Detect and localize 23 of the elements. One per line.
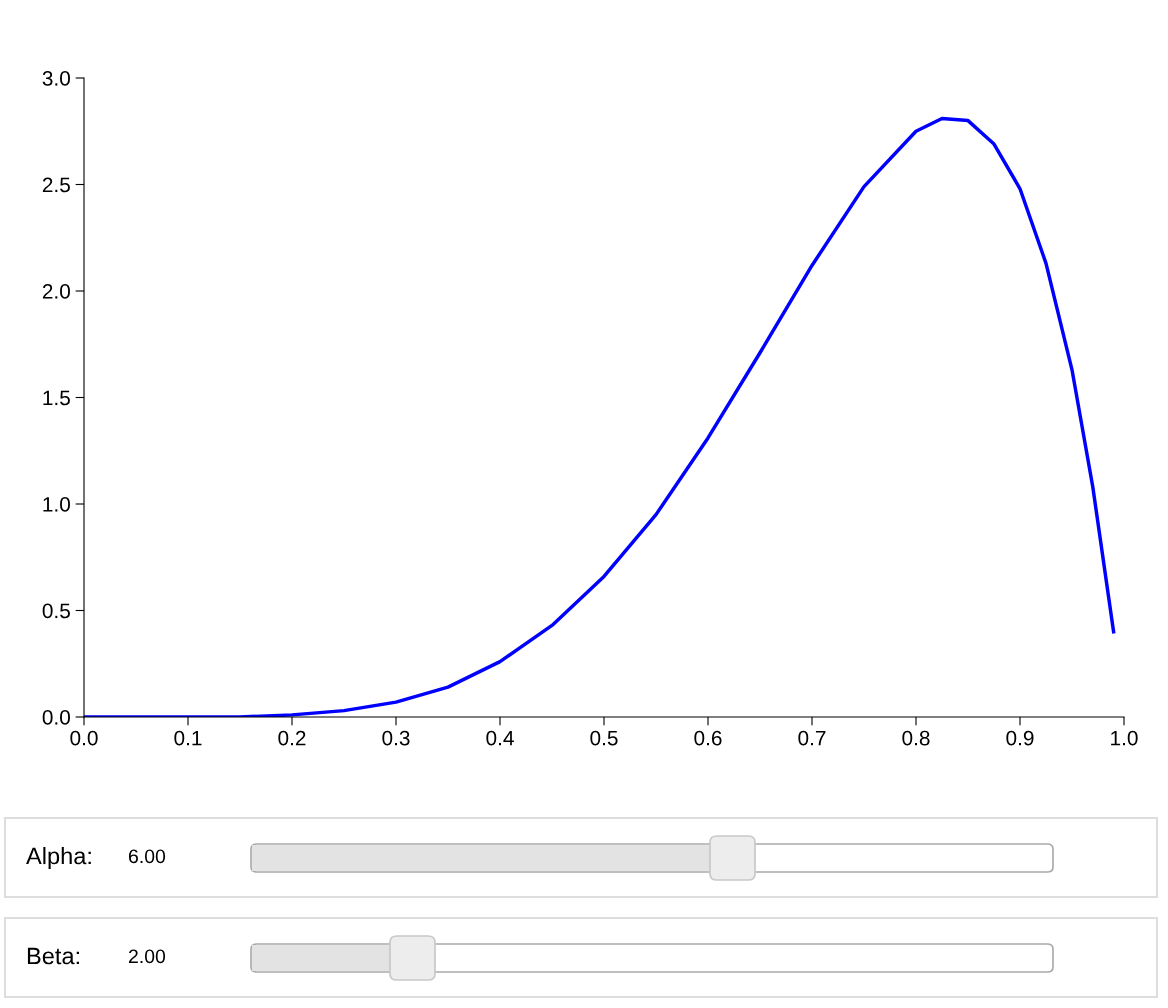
y-tick-label: 0.5 <box>42 603 70 619</box>
y-tick-label: 2.5 <box>42 177 70 193</box>
text: Beta: <box>27 947 79 965</box>
x-tick-label: 0.9 <box>1006 730 1034 746</box>
x-tick-label: 0.5 <box>590 730 618 746</box>
x-tick-label: 0.6 <box>694 730 722 746</box>
x-tick-label: 0.8 <box>902 730 930 746</box>
y-tick-label: 1.0 <box>43 497 70 512</box>
text: 2.00 <box>128 949 166 964</box>
x-tick-label: 0.7 <box>798 730 826 746</box>
text: Alpha: <box>26 846 91 870</box>
x-tick-label: 1.0 <box>1111 730 1138 746</box>
y-tick-label: 3.0 <box>42 71 70 86</box>
y-tick-label: 2.0 <box>42 284 70 299</box>
y-tick-label: 0.0 <box>42 710 70 725</box>
line-series <box>84 116 1116 717</box>
x-tick-label: 0.4 <box>486 730 514 746</box>
x-tick-label: 0.3 <box>382 730 410 746</box>
x-tick-label: 0.2 <box>278 730 306 746</box>
x-tick-label: 0.0 <box>70 730 98 746</box>
text: 6.00 <box>128 849 166 864</box>
y-tick-label: 1.5 <box>43 390 70 406</box>
x-tick-label: 0.1 <box>174 730 202 746</box>
